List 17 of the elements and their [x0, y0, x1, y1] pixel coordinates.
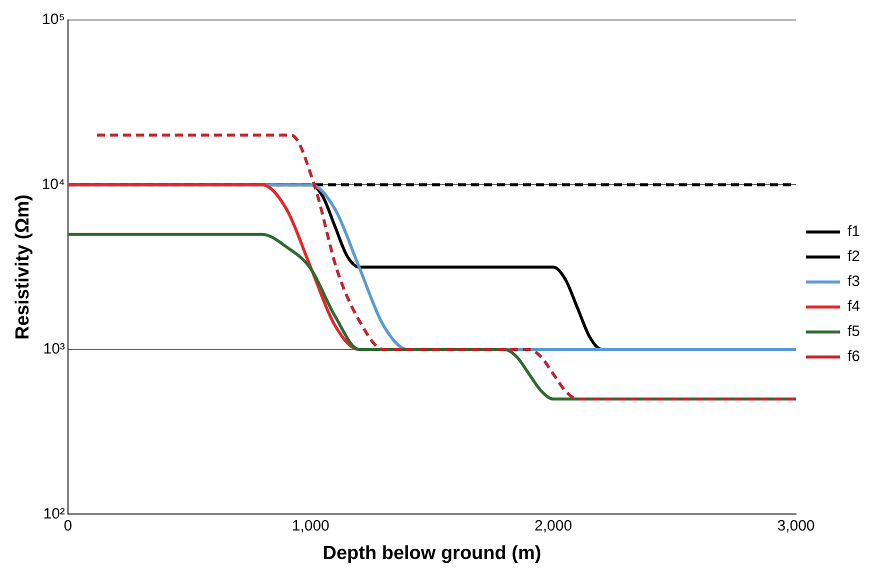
legend-label: f6	[847, 348, 860, 366]
legend-label: f4	[847, 298, 860, 316]
legend-label: f1	[847, 223, 860, 240]
y-tick-label: 10³	[43, 340, 65, 358]
y-tick-label: 10⁴	[42, 176, 65, 193]
y-axis-title: Resistivity (Ωm)	[12, 194, 34, 340]
legend-label: f2	[847, 248, 860, 266]
y-tick-label: 10⁵	[42, 11, 65, 28]
x-axis-title: Depth below ground (m)	[322, 542, 542, 564]
legend-label: f5	[847, 323, 860, 340]
line-series	[96, 134, 796, 401]
x-tick-label: 3,000	[777, 517, 815, 534]
legend-label: f3	[847, 273, 860, 290]
x-tick-label: 2,000	[534, 517, 572, 534]
y-tick-label: 10²	[43, 505, 65, 522]
x-tick-label: 0	[64, 517, 72, 534]
x-tick-label: 1,000	[292, 517, 330, 534]
